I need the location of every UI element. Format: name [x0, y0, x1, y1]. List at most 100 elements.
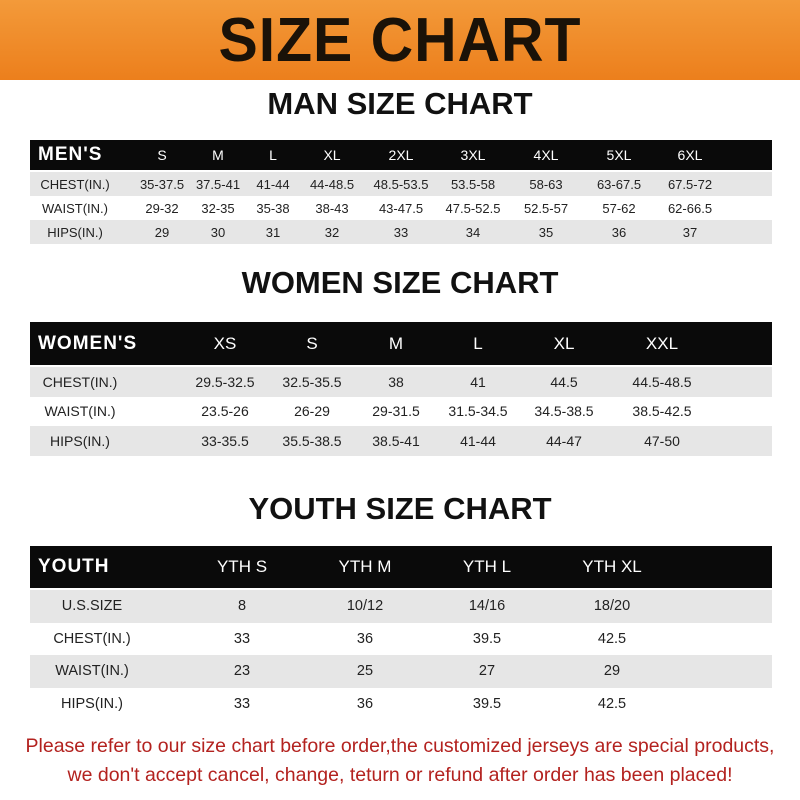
row-label: WAIST(IN.)	[42, 200, 108, 216]
size-header-cell: 6XL	[677, 147, 703, 163]
row-label: CHEST(IN.)	[40, 176, 110, 192]
table-header-row: YOUTH YTH S YTH M YTH L YTH XL	[30, 546, 772, 588]
row-label: U.S.SIZE	[61, 598, 123, 615]
row-label: HIPS(IN.)	[60, 695, 124, 712]
table-cell: 31	[265, 224, 281, 240]
table-cell: 53.5-58	[450, 176, 496, 192]
table-cell: 26-29	[294, 403, 330, 420]
table-cell: 34.5-38.5	[534, 403, 594, 420]
table-title-cell: MEN'S	[38, 144, 103, 165]
table-row: HIPS(IN.) 33 36 39.5 42.5	[30, 687, 772, 720]
size-header-cell: XS	[213, 333, 237, 353]
row-label: WAIST(IN.)	[55, 663, 129, 680]
size-header-cell: YTH M	[338, 557, 392, 576]
table-cell: 31.5-34.5	[448, 403, 508, 420]
table-cell: 41-44	[256, 176, 290, 192]
table-cell: 29.5-32.5	[195, 373, 255, 390]
table-row: HIPS(IN.) 33-35.5 35.5-38.5 38.5-41 41-44 44-…	[30, 426, 772, 456]
table-cell: 39.5	[472, 695, 502, 712]
men-title: MAN SIZE CHART	[267, 86, 533, 121]
table-cell: 36	[356, 695, 374, 712]
table-cell: 43-47.5	[378, 200, 424, 216]
table-cell: 29	[603, 663, 621, 680]
table-cell: 36	[611, 224, 627, 240]
table-row: CHEST(IN.) 35-37.5 37.5-41 41-44 44-48.5 48.5…	[30, 172, 772, 196]
table-cell: 10/12	[346, 598, 384, 615]
size-header-cell: 5XL	[606, 147, 632, 163]
table-cell: 23	[233, 663, 251, 680]
table-row: WAIST(IN.) 29-32 32-35 35-38 38-43 43-47.5 47.…	[30, 196, 772, 220]
table-cell: 38-43	[315, 200, 349, 216]
table-cell: 35-38	[256, 200, 290, 216]
table-cell: 47.5-52.5	[445, 200, 501, 216]
table-cell: 42.5	[597, 630, 627, 647]
table-cell: 30	[210, 224, 226, 240]
row-label: HIPS(IN.)	[47, 224, 103, 240]
table-cell: 29	[154, 224, 170, 240]
row-label: CHEST(IN.)	[42, 373, 118, 390]
size-header-cell: XL	[553, 333, 575, 353]
table-cell: 47-50	[644, 432, 680, 449]
table-cell: 38.5-42.5	[632, 403, 692, 420]
table-cell: 52.5-57	[523, 200, 569, 216]
size-header-cell: 3XL	[460, 147, 486, 163]
size-header-cell: YTH L	[462, 557, 512, 576]
table-row: WAIST(IN.) 23.5-26 26-29 29-31.5 31.5-34.5 34…	[30, 396, 772, 426]
table-cell: 23.5-26	[201, 403, 249, 420]
row-label: WAIST(IN.)	[44, 403, 116, 420]
table-cell: 35.5-38.5	[282, 432, 342, 449]
size-header-cell: 2XL	[388, 147, 414, 163]
size-header-cell: YTH XL	[582, 557, 642, 576]
table-cell: 29-32	[145, 200, 179, 216]
size-header-cell: M	[212, 147, 224, 163]
table-header-row: WOMEN'S XS S M L XL XXL	[30, 322, 772, 365]
table-cell: 8	[237, 598, 247, 615]
size-header-cell: 4XL	[533, 147, 559, 163]
table-cell: 36	[356, 630, 374, 647]
table-cell: 44-48.5	[309, 176, 355, 192]
table-cell: 29-31.5	[372, 403, 420, 420]
table-cell: 25	[356, 663, 374, 680]
table-row: WAIST(IN.) 23 25 27 29	[30, 655, 772, 688]
table-cell: 42.5	[597, 695, 627, 712]
table-row: HIPS(IN.) 29 30 31 32 33 34 35 36 37	[30, 220, 772, 244]
size-header-cell: S	[306, 333, 318, 353]
table-cell: 32	[324, 224, 340, 240]
table-cell: 67.5-72	[667, 176, 713, 192]
size-header-cell: YTH S	[216, 557, 268, 576]
table-cell: 44.5-48.5	[632, 373, 692, 390]
size-header-cell: S	[157, 147, 167, 163]
table-cell: 35	[538, 224, 554, 240]
table-row: CHEST(IN.) 33 36 39.5 42.5	[30, 622, 772, 655]
table-cell: 38.5-41	[372, 432, 420, 449]
women-title: WOMEN SIZE CHART	[241, 265, 559, 300]
table-cell: 44-47	[546, 432, 582, 449]
table-row: U.S.SIZE 8 10/12 14/16 18/20	[30, 590, 772, 623]
table-cell: 57-62	[602, 200, 636, 216]
table-cell: 33	[233, 630, 251, 647]
table-cell: 32.5-35.5	[282, 373, 342, 390]
size-header-cell: L	[473, 333, 483, 353]
women-size-table: WOMEN'S XS S M L XL XXL CHEST(IN.) 29.5-32.5 32.5…	[30, 322, 772, 456]
table-cell: 37.5-41	[195, 176, 241, 192]
size-header-cell: M	[388, 333, 404, 353]
table-cell: 41-44	[460, 432, 496, 449]
table-cell: 63-67.5	[596, 176, 642, 192]
size-header-cell: XXL	[645, 333, 679, 353]
table-cell: 18/20	[593, 598, 631, 615]
table-cell: 14/16	[468, 598, 506, 615]
table-title-cell: YOUTH	[38, 556, 110, 577]
table-cell: 34	[465, 224, 481, 240]
table-cell: 58-63	[529, 176, 563, 192]
table-cell: 62-66.5	[667, 200, 713, 216]
size-header-cell: XL	[323, 147, 341, 163]
banner-title: SIZE CHART	[218, 5, 582, 75]
table-cell: 33	[393, 224, 409, 240]
table-cell: 32-35	[201, 200, 235, 216]
youth-title: YOUTH SIZE CHART	[248, 491, 552, 526]
row-label: HIPS(IN.)	[50, 432, 110, 449]
table-cell: 41	[470, 373, 486, 390]
table-cell: 44.5	[550, 373, 578, 390]
table-cell: 27	[478, 663, 496, 680]
table-title-cell: WOMEN'S	[38, 332, 138, 354]
